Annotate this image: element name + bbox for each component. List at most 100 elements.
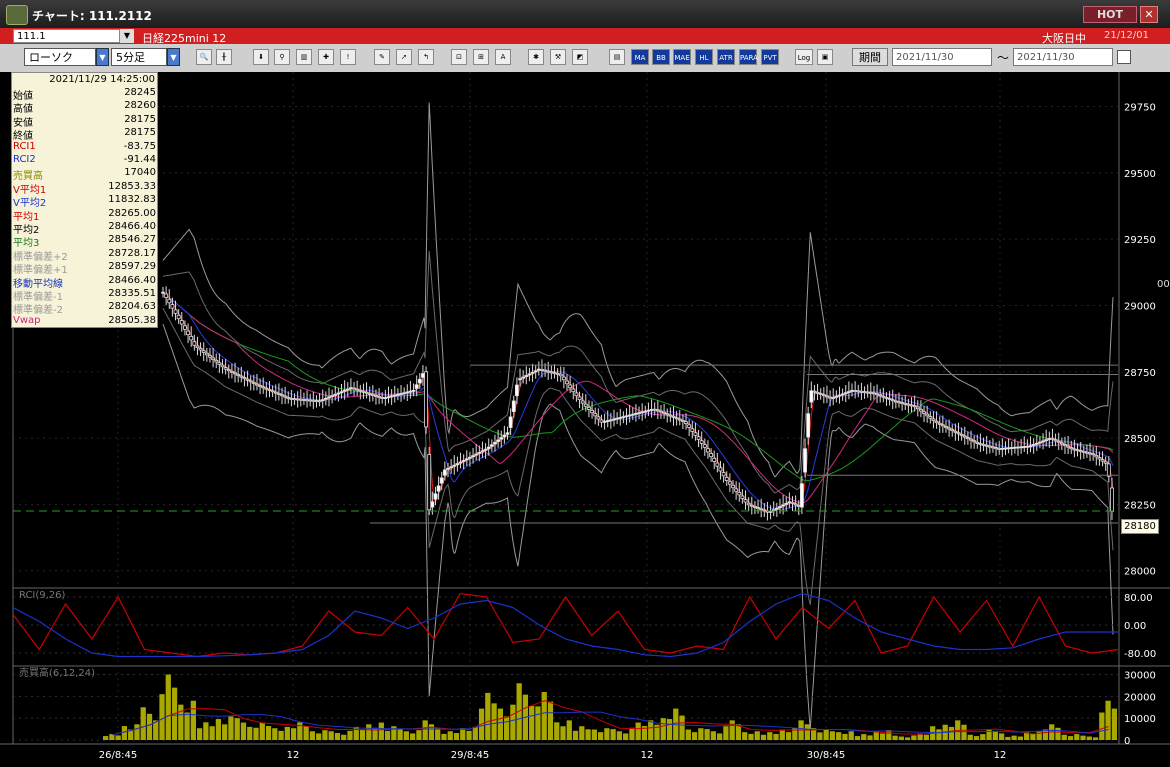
all-icon[interactable]: A bbox=[495, 49, 511, 65]
search-icon[interactable]: ⚲ bbox=[274, 49, 290, 65]
candle-body bbox=[674, 417, 679, 420]
palette-icon[interactable]: ◩ bbox=[572, 49, 588, 65]
candle-body bbox=[1038, 441, 1042, 444]
candle-body bbox=[458, 461, 463, 464]
candle-body bbox=[583, 403, 588, 407]
chart-area[interactable]: 29750 29500 29250 29000 28750 28500 28250 28000… bbox=[0, 72, 1170, 767]
screen-icon[interactable]: ▣ bbox=[817, 49, 833, 65]
volume-bar bbox=[240, 722, 247, 740]
volume-bar bbox=[1042, 729, 1049, 740]
log-button[interactable]: Log bbox=[795, 49, 813, 65]
volume-bar bbox=[829, 731, 836, 740]
candle-body bbox=[280, 394, 284, 397]
volume-bar bbox=[554, 722, 560, 740]
candle-body bbox=[493, 441, 497, 445]
candle-body bbox=[555, 372, 560, 375]
candle-body bbox=[1081, 450, 1086, 453]
hot-button[interactable]: HOT bbox=[1083, 6, 1137, 23]
para-button[interactable]: PARA bbox=[739, 49, 758, 65]
volume-bar bbox=[529, 705, 535, 740]
period-button[interactable]: 期間 bbox=[852, 48, 888, 66]
info-row-label: 安値 bbox=[13, 117, 33, 129]
candle-body bbox=[577, 396, 582, 401]
candle-body bbox=[649, 409, 654, 411]
info-row: 平均1 28265.00 bbox=[13, 208, 156, 223]
candle-body bbox=[499, 437, 504, 440]
settings-icon[interactable]: ✱ bbox=[528, 49, 544, 65]
pen-icon[interactable]: ✎ bbox=[374, 49, 390, 65]
candle-body bbox=[1056, 440, 1061, 443]
volume-bar bbox=[629, 727, 635, 740]
volume-tick-label: 30000 bbox=[1124, 671, 1156, 682]
symbol-dropdown-icon[interactable]: ▼ bbox=[120, 29, 134, 43]
candle-body bbox=[161, 291, 165, 294]
date-to-input[interactable]: 2021/11/30 bbox=[1013, 48, 1113, 66]
period-checkbox[interactable] bbox=[1117, 50, 1131, 64]
candle-body bbox=[618, 417, 623, 419]
candle-body bbox=[580, 400, 585, 404]
info-row-value: 28728.17 bbox=[108, 247, 156, 259]
candle-body bbox=[1041, 440, 1045, 443]
interval-select[interactable]: 5分足 bbox=[111, 48, 167, 66]
candle-body bbox=[270, 390, 275, 393]
price-tick-label: 28500 bbox=[1124, 434, 1156, 445]
candle-body bbox=[461, 459, 466, 462]
volume-bar bbox=[403, 731, 410, 740]
zoom-icon[interactable]: 🔍 bbox=[196, 49, 212, 65]
candle-body bbox=[543, 369, 547, 372]
volume-bar bbox=[854, 736, 861, 740]
interval-dropdown-icon[interactable]: ▼ bbox=[167, 48, 180, 66]
candle-body bbox=[624, 415, 629, 418]
candle-body bbox=[593, 413, 598, 417]
symbol-code-input[interactable]: 111.1 bbox=[13, 29, 120, 43]
atr-button[interactable]: ATR bbox=[717, 49, 735, 65]
chart-type-select[interactable]: ローソク bbox=[24, 48, 96, 66]
cursor-icon[interactable]: ➚ bbox=[396, 49, 412, 65]
close-button[interactable]: ✕ bbox=[1140, 6, 1158, 23]
download-icon[interactable]: ⬇ bbox=[253, 49, 269, 65]
volume-bar bbox=[980, 734, 986, 740]
candle-body bbox=[502, 434, 507, 438]
crosshair-icon[interactable]: ✚ bbox=[318, 49, 334, 65]
date-from-input[interactable]: 2021/11/30 bbox=[892, 48, 992, 66]
rci-title: RCI(9,26) bbox=[19, 590, 66, 601]
grid-icon[interactable]: ╂ bbox=[216, 49, 232, 65]
time-tick-label: 30/8:45 bbox=[807, 750, 846, 761]
candle-body bbox=[856, 390, 861, 393]
candle-body bbox=[922, 411, 926, 414]
candle-body bbox=[264, 387, 269, 390]
mae-button[interactable]: MAE bbox=[673, 49, 691, 65]
candle-body bbox=[828, 396, 832, 399]
candle-body bbox=[605, 420, 610, 422]
candle-body bbox=[408, 390, 413, 393]
bb-button[interactable]: BB bbox=[652, 49, 670, 65]
candle-icon[interactable]: ⊡ bbox=[451, 49, 467, 65]
volume-bar bbox=[635, 722, 641, 740]
arrow-icon[interactable]: ↰ bbox=[418, 49, 434, 65]
volume-bar bbox=[1092, 737, 1099, 740]
candle-body bbox=[565, 380, 569, 385]
volume-bar bbox=[842, 733, 848, 740]
ma-button[interactable]: MA bbox=[631, 49, 649, 65]
rci-tick-label: -80.00 bbox=[1124, 649, 1156, 660]
pvt-button[interactable]: PVT bbox=[761, 49, 779, 65]
candle-body bbox=[395, 393, 400, 396]
candle-mode-icon[interactable]: ▤ bbox=[609, 49, 625, 65]
ma3-line bbox=[162, 291, 1114, 482]
candle-body bbox=[527, 373, 532, 376]
volume-bar bbox=[616, 731, 623, 740]
candle-body bbox=[937, 422, 942, 425]
candle-body bbox=[1022, 446, 1027, 448]
candle-body bbox=[245, 378, 250, 381]
info-icon[interactable]: ! bbox=[340, 49, 356, 65]
hl-button[interactable]: HL bbox=[695, 49, 713, 65]
candle-alt-icon[interactable]: ⊞ bbox=[473, 49, 489, 65]
chart-icon[interactable]: ▥ bbox=[296, 49, 312, 65]
volume-bar bbox=[585, 729, 591, 740]
candle-body bbox=[164, 293, 169, 298]
volume-bar bbox=[435, 728, 441, 740]
candle-body bbox=[831, 397, 836, 399]
candle-body bbox=[612, 418, 616, 421]
chart-type-dropdown-icon[interactable]: ▼ bbox=[96, 48, 109, 66]
wrench-icon[interactable]: ⚒ bbox=[550, 49, 566, 65]
